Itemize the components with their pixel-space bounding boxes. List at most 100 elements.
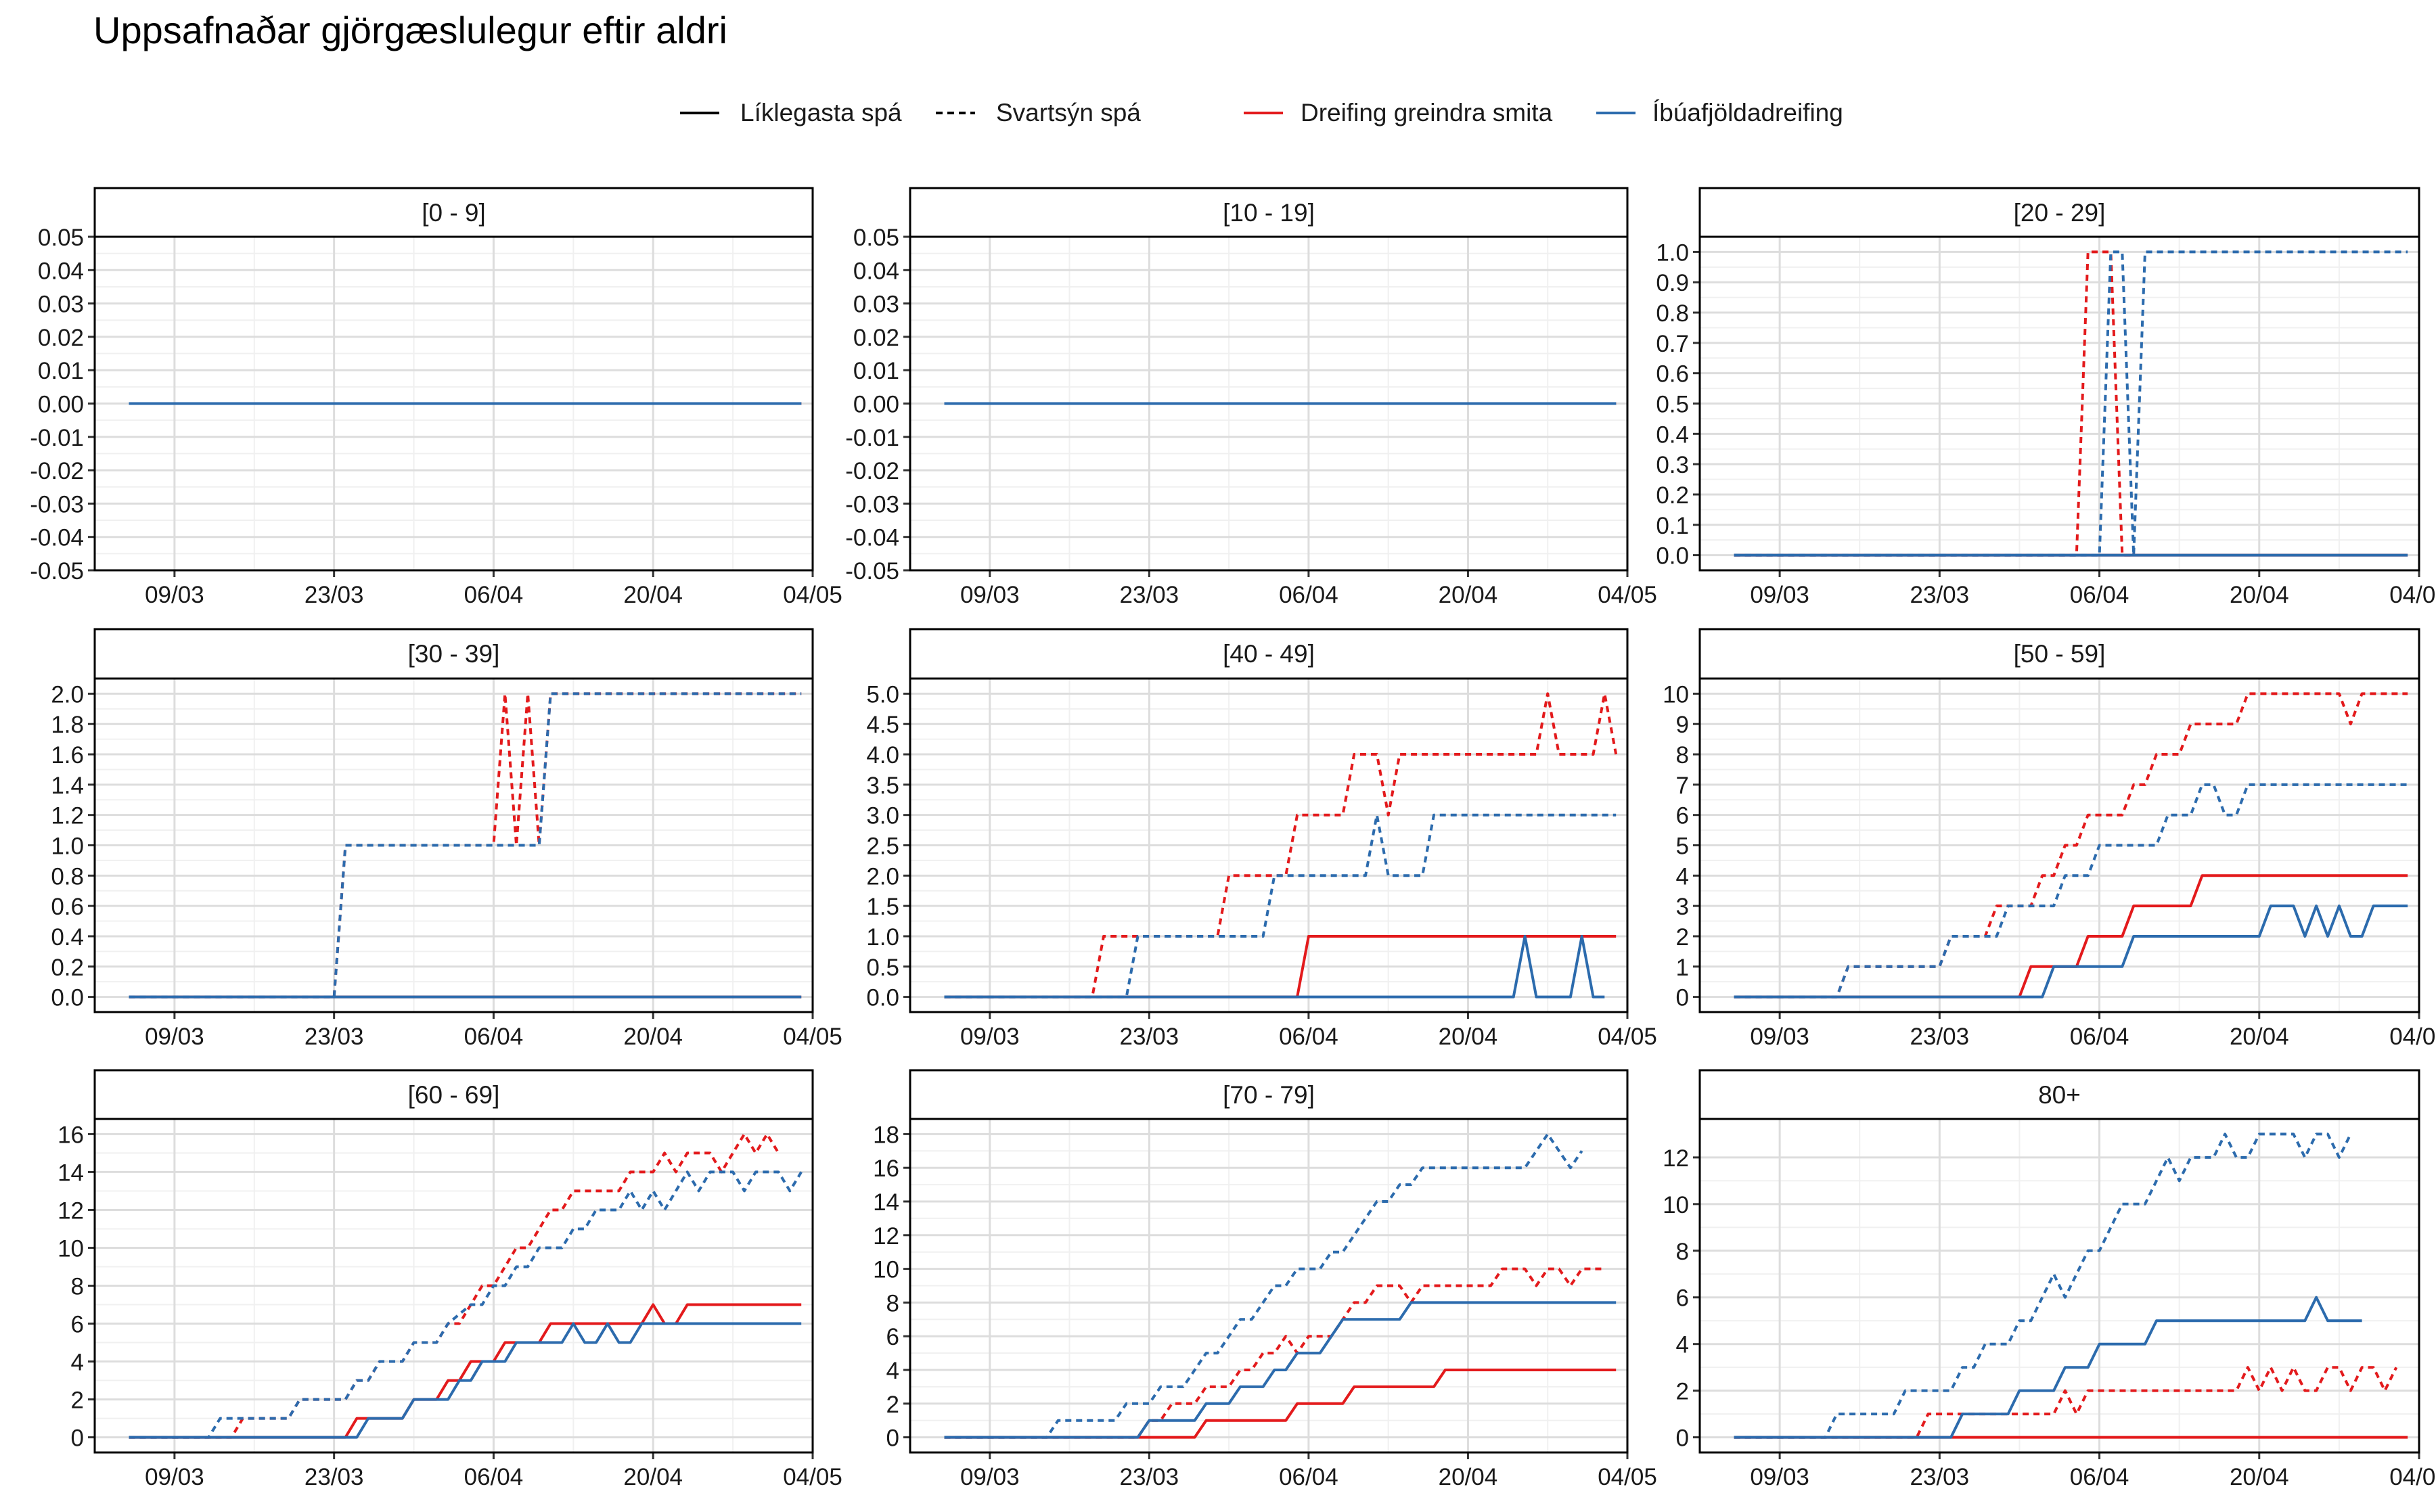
strip-box xyxy=(909,187,1629,238)
panel: [10 - 19] -0.05 -0.04 -0.03 -0.02 -0.01 0.00 0.… xyxy=(845,187,1657,608)
plot-border xyxy=(909,235,1629,572)
y-tick-label: 0.8 xyxy=(1656,300,1689,327)
x-tick-label: 20/04 xyxy=(1439,1464,1498,1490)
y-tick-label: 12 xyxy=(58,1197,84,1224)
y-tick-label: -0.01 xyxy=(30,425,84,451)
y-tick-label: -0.02 xyxy=(845,458,899,484)
plot-border xyxy=(93,677,814,1013)
strip-label: [30 - 39] xyxy=(408,640,500,668)
strip-label: [70 - 79] xyxy=(1223,1081,1315,1109)
y-tick-label: 2.5 xyxy=(866,833,899,860)
y-tick-label: 6 xyxy=(71,1312,84,1338)
y-tick-label: 14 xyxy=(873,1189,899,1216)
plot-border xyxy=(1698,1118,2420,1454)
x-tick-label: 06/04 xyxy=(2070,582,2129,608)
y-tick-label: 4.5 xyxy=(866,712,899,738)
y-tick-label: 14 xyxy=(58,1160,84,1186)
series-red-dashed xyxy=(1734,692,2408,999)
panel: [60 - 69] 0 2 4 6 8 10 12 14 16 09/03 23/03 06/04 20/… xyxy=(58,1069,842,1490)
y-tick-label: 0.0 xyxy=(866,985,899,1011)
y-tick-label: 2.0 xyxy=(51,681,84,708)
y-tick-label: 0.05 xyxy=(38,225,84,251)
legend-label: Líklegasta spá xyxy=(740,99,902,127)
y-tick-label: 0.4 xyxy=(1656,421,1689,448)
series-blue-solid xyxy=(944,1301,1617,1439)
x-tick-label: 20/04 xyxy=(1439,1024,1498,1050)
legend-item: Líklegasta spá xyxy=(680,99,902,127)
x-tick-label: 04/05 xyxy=(2389,1464,2436,1490)
strip-box xyxy=(1698,628,2420,680)
strip-label: [10 - 19] xyxy=(1223,199,1315,227)
panel: [30 - 39] 0.0 0.2 0.4 0.6 0.8 1.0 1.2 1.4 1.6 1.8 2… xyxy=(51,628,842,1050)
y-tick-label: 0.03 xyxy=(38,292,84,318)
series-blue-dashed xyxy=(944,813,1617,999)
x-tick-label: 20/04 xyxy=(2230,1024,2289,1050)
y-tick-label: -0.05 xyxy=(30,558,84,585)
x-tick-label: 23/03 xyxy=(304,1024,364,1050)
plot-border xyxy=(1698,677,2420,1013)
y-tick-label: 0.04 xyxy=(853,258,899,284)
y-tick-label: 0.0 xyxy=(1656,543,1689,570)
y-tick-label: 1.0 xyxy=(1656,239,1689,266)
y-tick-label: 2 xyxy=(71,1388,84,1414)
y-tick-label: 0 xyxy=(1676,1425,1689,1452)
strip-label: [60 - 69] xyxy=(408,1081,500,1109)
x-tick-label: 04/05 xyxy=(2389,582,2436,608)
plot-border xyxy=(1698,235,2420,572)
series-blue-solid xyxy=(129,1322,802,1439)
y-tick-label: 4 xyxy=(1676,863,1689,890)
x-tick-label: 20/04 xyxy=(2230,582,2289,608)
x-tick-label: 06/04 xyxy=(2070,1464,2129,1490)
x-tick-label: 04/05 xyxy=(783,1464,842,1490)
x-tick-label: 20/04 xyxy=(623,1464,683,1490)
y-tick-label: 6 xyxy=(1676,1285,1689,1312)
x-tick-label: 23/03 xyxy=(1910,582,1970,608)
x-tick-label: 09/03 xyxy=(145,582,204,608)
strip-box xyxy=(93,1069,814,1120)
x-tick-label: 06/04 xyxy=(464,1464,524,1490)
x-tick-label: 06/04 xyxy=(1279,1464,1338,1490)
y-tick-label: 0.00 xyxy=(853,392,899,418)
y-tick-label: 12 xyxy=(873,1223,899,1250)
x-tick-label: 06/04 xyxy=(464,1024,524,1050)
strip-box xyxy=(93,187,814,238)
x-tick-label: 20/04 xyxy=(2230,1464,2289,1490)
y-tick-label: 0 xyxy=(1676,985,1689,1011)
y-tick-label: -0.04 xyxy=(845,525,899,551)
y-tick-label: 7 xyxy=(1676,773,1689,799)
y-tick-label: 0.05 xyxy=(853,225,899,251)
y-tick-label: 8 xyxy=(1676,1239,1689,1265)
x-tick-label: 09/03 xyxy=(960,582,1020,608)
strip-box xyxy=(909,628,1629,680)
y-tick-label: 0.9 xyxy=(1656,270,1689,296)
y-tick-label: -0.02 xyxy=(30,458,84,484)
x-tick-label: 23/03 xyxy=(304,1464,364,1490)
y-tick-label: 9 xyxy=(1676,712,1689,738)
x-tick-label: 20/04 xyxy=(623,582,683,608)
strip-box xyxy=(93,628,814,680)
y-tick-label: 1.8 xyxy=(51,712,84,738)
x-tick-label: 09/03 xyxy=(960,1464,1020,1490)
y-tick-label: 1.6 xyxy=(51,742,84,769)
y-tick-label: 6 xyxy=(886,1324,899,1350)
y-tick-label: 18 xyxy=(873,1122,899,1148)
legend-item: Svartsýn spá xyxy=(936,99,1141,127)
y-tick-label: 1.4 xyxy=(51,773,84,799)
x-tick-label: 04/05 xyxy=(1598,582,1657,608)
x-tick-label: 23/03 xyxy=(1910,1464,1970,1490)
panel: 80+ 0 2 4 6 8 10 12 09/03 23/03 06/04 20/04 04/05 xyxy=(1663,1069,2436,1490)
y-tick-label: 10 xyxy=(1663,681,1689,708)
x-tick-label: 09/03 xyxy=(145,1024,204,1050)
y-tick-label: 0.5 xyxy=(1656,392,1689,418)
y-tick-label: -0.05 xyxy=(845,558,899,585)
y-tick-label: 12 xyxy=(1663,1145,1689,1172)
x-tick-label: 06/04 xyxy=(464,582,524,608)
y-tick-label: 3 xyxy=(1676,894,1689,920)
panel: [50 - 59] 0 1 2 3 4 5 6 7 8 9 10 09/03 23/03 06/04 20/0… xyxy=(1663,628,2436,1050)
plot-border xyxy=(909,677,1629,1013)
x-tick-label: 04/05 xyxy=(1598,1464,1657,1490)
y-tick-label: 0.02 xyxy=(853,325,899,351)
y-tick-label: 4 xyxy=(886,1358,899,1384)
y-tick-label: 0 xyxy=(886,1425,899,1452)
y-tick-label: -0.04 xyxy=(30,525,84,551)
